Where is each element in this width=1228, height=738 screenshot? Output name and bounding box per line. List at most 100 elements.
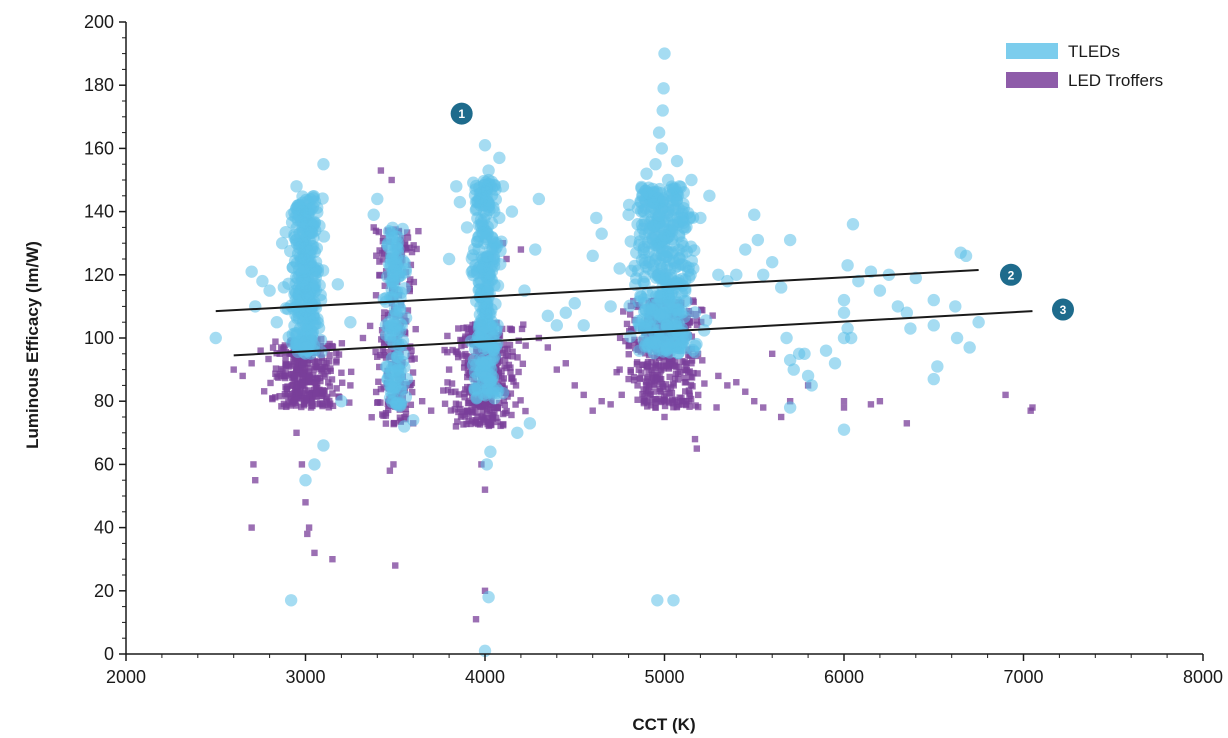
troffer-point (691, 435, 699, 443)
troffer-point (282, 372, 289, 379)
troffer-point (618, 391, 625, 399)
troffer-point (664, 385, 671, 392)
troffer-point (634, 396, 641, 403)
troffer-point (239, 372, 246, 380)
tled-point (631, 264, 645, 277)
troffer-point (283, 361, 290, 368)
tled-point (489, 297, 502, 311)
legend-swatch-led-troffers (1006, 72, 1058, 88)
troffer-point (663, 398, 670, 405)
x-tick-label: 8000 (1183, 667, 1223, 687)
troffer-point (410, 242, 417, 249)
troffer-point (490, 404, 498, 412)
tled-point (640, 167, 653, 180)
troffer-point (660, 363, 667, 370)
troffer-point (495, 369, 502, 377)
troffer-point (387, 346, 395, 354)
tled-point (963, 341, 976, 354)
troffer-point (444, 332, 451, 340)
tled-point (390, 251, 403, 265)
tled-point (245, 265, 258, 278)
troffer-point (378, 326, 386, 334)
y-tick-label: 180 (84, 75, 114, 95)
tled-point (703, 189, 716, 202)
troffer-point (380, 384, 387, 391)
tled-point (904, 322, 917, 335)
tled-point (787, 363, 800, 376)
troffer-point (485, 422, 493, 430)
troffer-point (515, 337, 522, 344)
troffer-point (634, 382, 641, 389)
troffer-point (279, 346, 286, 353)
troffer-point (660, 358, 667, 366)
tled-point (306, 192, 320, 205)
troffer-point (451, 406, 459, 413)
tled-point (852, 274, 865, 288)
troffer-point (661, 413, 668, 421)
tled-point (927, 372, 940, 386)
troffer-point (694, 370, 701, 377)
troffer-point (642, 381, 650, 389)
troffer-point (307, 364, 314, 371)
troffer-point (299, 370, 306, 377)
tled-point (637, 334, 650, 347)
y-tick-label: 0 (104, 644, 114, 664)
troffer-point (507, 369, 514, 376)
tled-point (394, 384, 408, 398)
troffer-point (373, 252, 380, 259)
troffer-point (458, 342, 465, 350)
x-tick-label: 3000 (285, 667, 325, 687)
tled-point (290, 180, 303, 193)
troffer-point (380, 352, 387, 359)
troffer-point (375, 228, 382, 236)
tled-point (757, 268, 770, 281)
troffer-point (465, 353, 472, 361)
troffer-point (406, 244, 414, 251)
tled-point (783, 401, 797, 414)
annotation-badge-3: 3 (1051, 298, 1074, 321)
tled-point (748, 208, 761, 221)
tled-point (766, 255, 779, 269)
troffer-point (408, 248, 416, 256)
tled-point (664, 269, 678, 282)
troffer-point (374, 353, 381, 361)
troffer-point (687, 381, 695, 389)
tled-point (290, 312, 304, 325)
tled-point (302, 226, 315, 240)
troffer-point (648, 359, 655, 366)
tled-point (837, 423, 851, 436)
tled-point (633, 344, 646, 357)
tled-point (305, 328, 319, 342)
tled-point (661, 173, 675, 187)
annotation-badge-2: 2 (999, 263, 1022, 286)
troffer-point (484, 414, 492, 422)
troffer-point (329, 556, 336, 563)
troffer-point (644, 360, 651, 368)
tled-point (577, 319, 590, 332)
troffer-point (651, 381, 658, 389)
troffer-point (310, 371, 317, 379)
annotation-badge-1: 1 (450, 102, 473, 125)
troffer-point (260, 388, 268, 395)
tled-point (637, 246, 651, 259)
troffer-point (681, 374, 688, 382)
troffer-point (724, 382, 731, 389)
tled-point (483, 268, 496, 282)
y-tick-label: 120 (84, 265, 114, 285)
tled-point (670, 154, 684, 168)
tled-point (658, 47, 671, 60)
tled-point (679, 329, 693, 343)
tled-point (293, 227, 306, 240)
tled-point (493, 211, 506, 225)
troffer-point (319, 387, 327, 394)
tled-point (335, 395, 348, 408)
troffer-point (620, 308, 627, 315)
tled-point (819, 344, 833, 357)
troffer-point (499, 379, 506, 386)
tled-point (689, 339, 702, 353)
troffer-point (692, 402, 699, 409)
tled-point (685, 173, 698, 187)
troffer-point (339, 379, 346, 386)
troffer-point (418, 398, 426, 405)
troffer-point (502, 409, 509, 417)
